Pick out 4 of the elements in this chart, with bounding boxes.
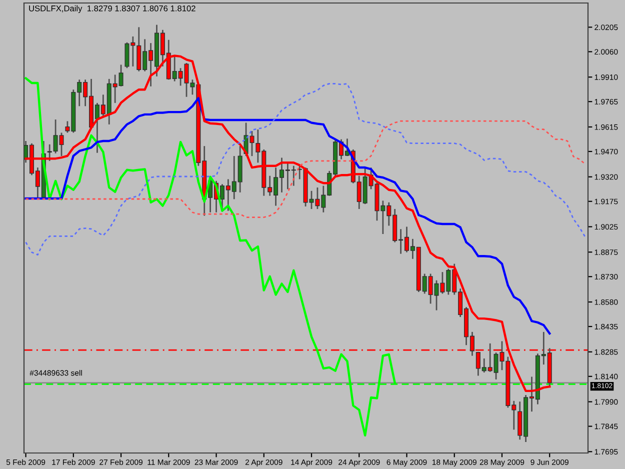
- line-series: [25, 120, 586, 218]
- line-series: [24, 97, 551, 335]
- line-series: [25, 82, 586, 256]
- annotation: USDLFX,Daily 1.8279 1.8307 1.8076 1.8102: [29, 5, 196, 14]
